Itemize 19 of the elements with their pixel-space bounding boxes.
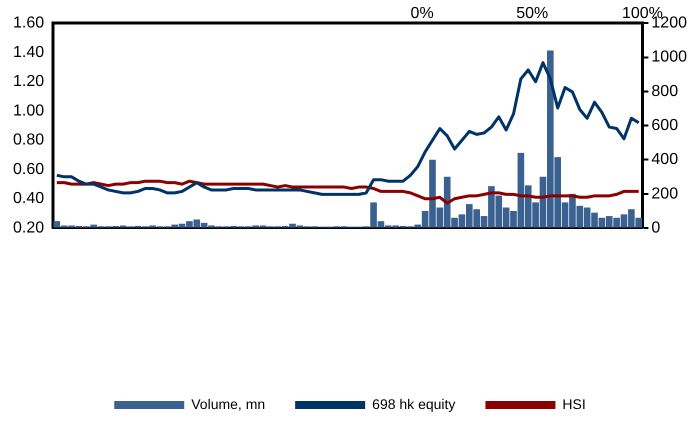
legend-label: HSI bbox=[562, 396, 586, 412]
legend-label: Volume, mn bbox=[191, 396, 266, 412]
y2-tick-label: 800 bbox=[651, 82, 678, 100]
y-tick-label: 1.40 bbox=[13, 44, 44, 61]
y-tick-label: 0.20 bbox=[13, 219, 44, 236]
y2-tick-label: 0 bbox=[651, 219, 660, 236]
y2-tick-label: 200 bbox=[651, 185, 678, 202]
y-tick-label: 1.60 bbox=[13, 14, 44, 32]
y-tick-label: 1.20 bbox=[13, 73, 44, 90]
y2-tick-label: 400 bbox=[651, 151, 678, 168]
y2-tick-label: 600 bbox=[651, 117, 678, 134]
y-tick-label: 0.80 bbox=[13, 132, 44, 149]
x2-tick-label: 50% bbox=[516, 5, 548, 22]
y-tick-label: 0.40 bbox=[13, 190, 44, 208]
legend-label: 698 hk equity bbox=[372, 396, 456, 412]
x2-tick-label: 0% bbox=[410, 5, 434, 22]
y-tick-label: 0.60 bbox=[13, 160, 44, 178]
y2-tick-label: 1000 bbox=[651, 48, 688, 66]
y-tick-label: 1.00 bbox=[13, 102, 44, 120]
